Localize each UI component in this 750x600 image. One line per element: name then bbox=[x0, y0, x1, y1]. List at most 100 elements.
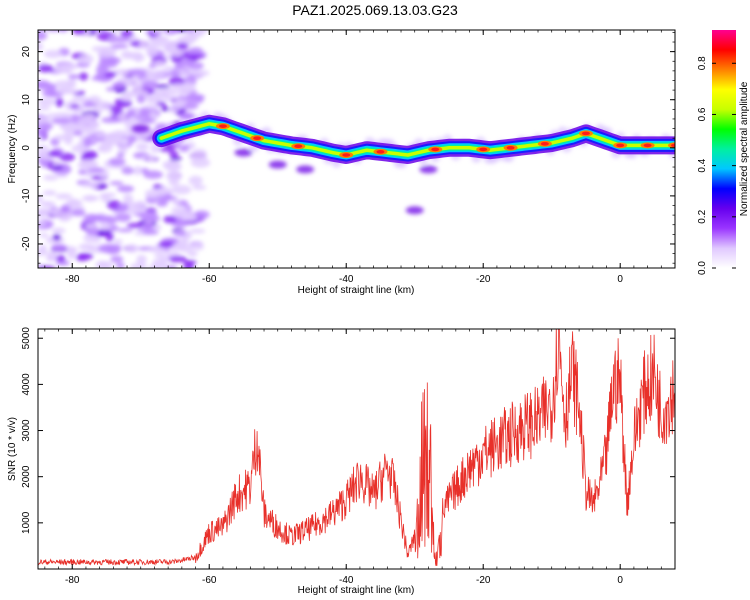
snr-panel: -80 -60 -40 -20 0 1000 2000 3000 4000 5000 Heigh… bbox=[7, 327, 676, 596]
noise-blob bbox=[73, 130, 84, 136]
noise-blob bbox=[122, 78, 133, 86]
noise-blob bbox=[74, 107, 86, 113]
noise-blob bbox=[39, 122, 54, 130]
noise-blob bbox=[83, 233, 98, 243]
spectrogram-x-tick-label: -60 bbox=[202, 274, 217, 285]
colorbar-tick-label: 0.8 bbox=[697, 56, 708, 70]
noise-blob bbox=[43, 174, 59, 181]
noise-blob bbox=[78, 159, 99, 170]
spectrogram-frame bbox=[37, 29, 676, 269]
noise-blob bbox=[133, 165, 142, 176]
spectrogram-panel: -80 -60 -40 -20 0 -20 -10 0 10 20 Height of stra… bbox=[7, 29, 676, 296]
noise-blob bbox=[115, 212, 132, 222]
noise-blob bbox=[93, 30, 108, 33]
noise-blob bbox=[138, 118, 157, 124]
noise-blob bbox=[141, 80, 159, 89]
noise-blob bbox=[111, 130, 128, 137]
colorbar-tick-label: 0.0 bbox=[697, 261, 708, 275]
spectrogram-y-tick-label: -20 bbox=[21, 236, 32, 251]
noise-blob bbox=[43, 49, 63, 59]
noise-blob bbox=[38, 221, 47, 227]
noise-blob bbox=[56, 254, 66, 263]
noise-blob bbox=[110, 244, 122, 250]
noise-blob bbox=[97, 49, 117, 58]
noise-blob bbox=[72, 30, 87, 35]
colorbar-gradient bbox=[712, 30, 736, 268]
spectrogram-heat-layer bbox=[38, 30, 675, 268]
noise-blob bbox=[168, 255, 187, 263]
noise-blob bbox=[119, 140, 129, 147]
noise-blob bbox=[76, 252, 94, 260]
noise-blob bbox=[178, 243, 194, 253]
snr-frame bbox=[37, 328, 676, 570]
noise-blob bbox=[85, 222, 98, 229]
spectrogram-y-tick-label: 10 bbox=[21, 94, 32, 106]
noise-blob bbox=[135, 142, 149, 151]
noise-blob bbox=[97, 146, 107, 152]
noise-blob bbox=[51, 208, 63, 217]
snr-x-tick-label: -40 bbox=[339, 575, 354, 586]
noise-blob bbox=[117, 202, 129, 212]
noise-blob bbox=[167, 70, 181, 77]
noise-blob bbox=[98, 260, 114, 268]
noise-blob bbox=[188, 175, 203, 186]
ridge-hotspot-red bbox=[431, 147, 440, 152]
noise-blob bbox=[55, 193, 73, 200]
spectrogram-noise-field bbox=[38, 30, 211, 268]
noise-blob bbox=[120, 30, 134, 38]
colorbar-tick-label: 0.2 bbox=[697, 209, 708, 223]
noise-blob bbox=[122, 193, 134, 204]
snr-x-tick-label: -60 bbox=[202, 575, 217, 586]
ridge-hotspot-red bbox=[643, 143, 652, 148]
noise-blob bbox=[40, 161, 49, 168]
noise-blob bbox=[60, 122, 80, 132]
noise-blob bbox=[47, 150, 62, 157]
noise-blob bbox=[42, 201, 56, 207]
noise-blob bbox=[147, 247, 167, 253]
noise-blob bbox=[156, 200, 168, 207]
spectrogram-x-tick-label: -20 bbox=[476, 274, 491, 285]
ridge-hotspot-red bbox=[506, 145, 515, 150]
noise-blob bbox=[108, 157, 126, 166]
snr-y-tick-label: 5000 bbox=[21, 327, 32, 350]
noise-blob bbox=[126, 109, 136, 118]
noise-blob bbox=[183, 261, 195, 268]
noise-blob bbox=[158, 147, 176, 152]
noise-blob bbox=[143, 230, 159, 236]
snr-x-label: Height of straight line (km) bbox=[298, 585, 415, 596]
noise-blob bbox=[188, 47, 203, 55]
noise-blob bbox=[117, 146, 128, 154]
ridge-hotspot-red bbox=[253, 136, 262, 140]
noise-blob bbox=[99, 222, 111, 231]
noise-blob bbox=[172, 184, 192, 195]
noise-blob bbox=[142, 222, 153, 230]
noise-blob bbox=[38, 194, 44, 202]
noise-blob bbox=[159, 93, 169, 99]
noise-blob bbox=[187, 250, 198, 257]
noise-blob bbox=[38, 97, 56, 106]
noise-blob bbox=[71, 96, 90, 103]
noise-blob bbox=[187, 61, 204, 70]
snr-series-line bbox=[38, 329, 675, 567]
noise-blob bbox=[54, 112, 71, 117]
noise-blob bbox=[110, 255, 124, 263]
noise-blob bbox=[179, 112, 196, 121]
snr-y-tick-label: 3000 bbox=[21, 419, 32, 442]
noise-blob bbox=[157, 241, 174, 248]
noise-blob bbox=[183, 233, 193, 239]
noise-blob bbox=[78, 243, 95, 251]
snr-y-label: SNR (10 * v/v) bbox=[7, 417, 18, 481]
snr-x-tick-label: 0 bbox=[617, 575, 623, 586]
colorbar: 0.0 0.2 0.4 0.6 0.8 Normalized spectral ampl… bbox=[697, 30, 750, 275]
noise-blob bbox=[153, 60, 166, 67]
noise-blob bbox=[171, 199, 181, 205]
noise-blob bbox=[150, 30, 165, 34]
noise-blob bbox=[116, 152, 125, 158]
noise-blob bbox=[191, 242, 204, 251]
noise-blob bbox=[38, 42, 44, 51]
snr-y-tick-label: 1000 bbox=[21, 511, 32, 534]
noise-blob bbox=[110, 30, 124, 33]
noise-blob bbox=[109, 181, 124, 186]
noise-blob bbox=[144, 189, 161, 199]
